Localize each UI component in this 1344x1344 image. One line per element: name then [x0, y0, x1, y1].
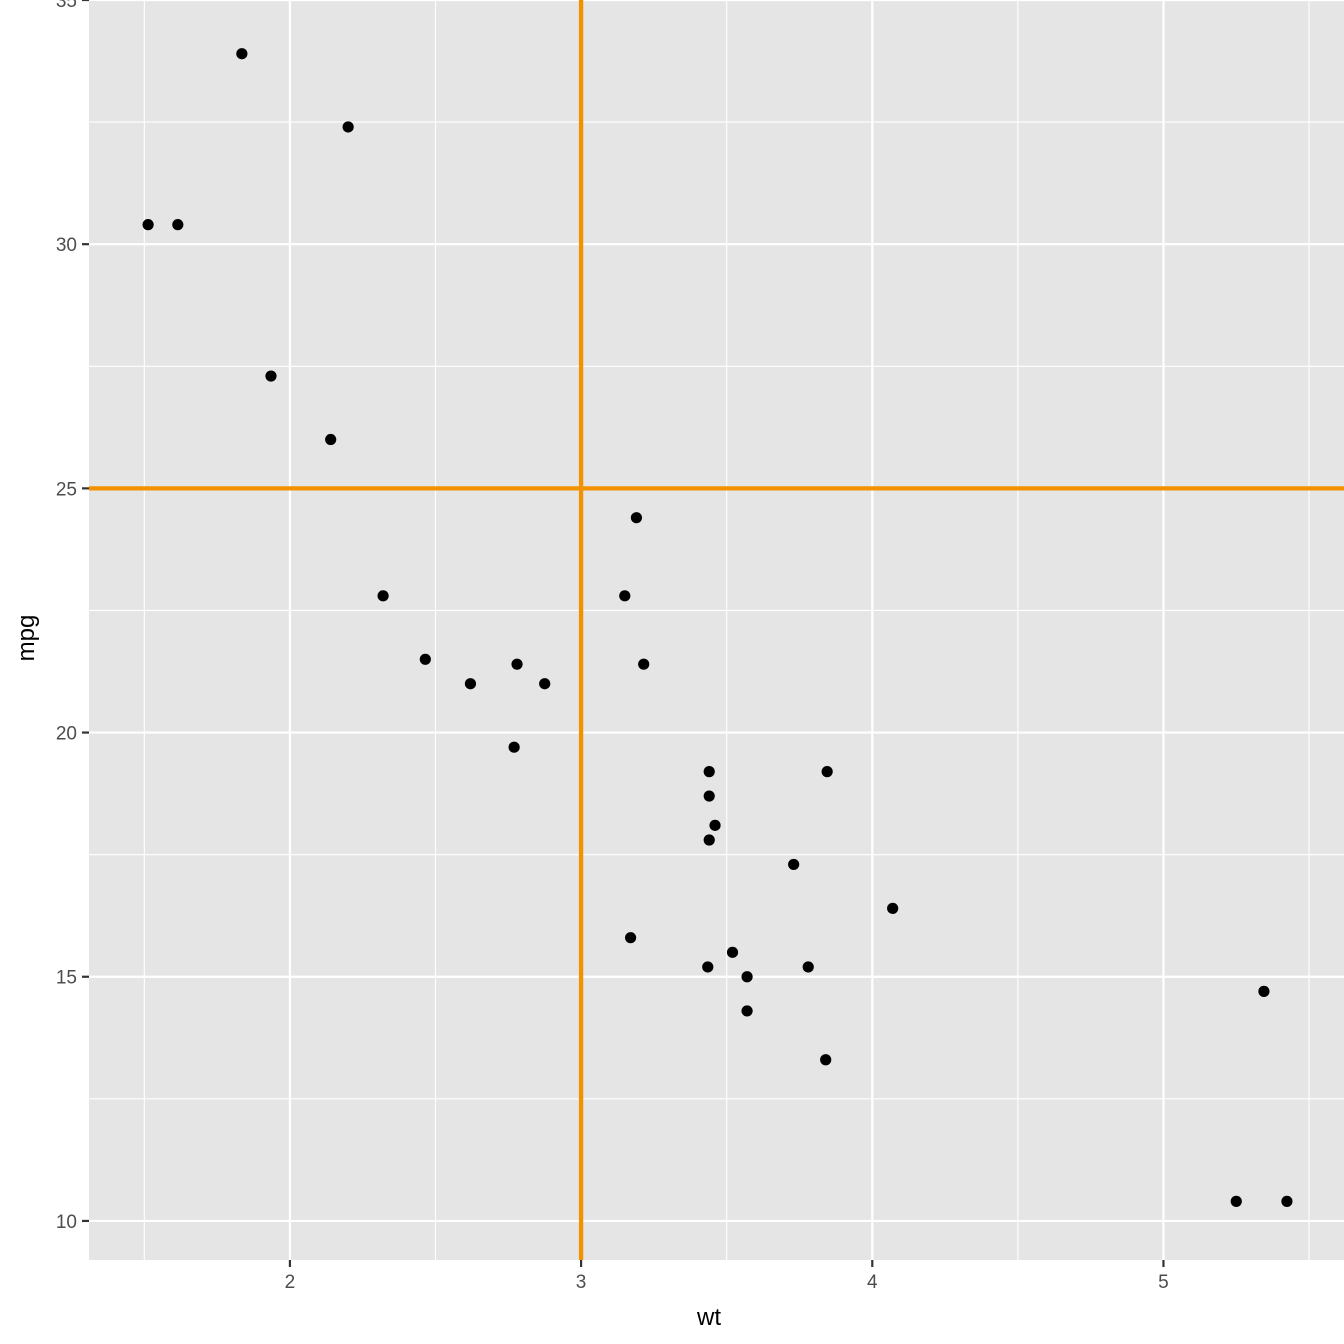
data-points — [142, 48, 1293, 1207]
y-axis: 10 15 20 25 30 35 — [56, 0, 89, 1233]
data-point — [802, 961, 814, 973]
data-point — [142, 219, 154, 231]
data-point — [820, 1054, 832, 1066]
data-point — [703, 790, 715, 802]
data-point — [325, 433, 337, 446]
data-point — [709, 819, 721, 831]
x-tick-label: 3 — [576, 1272, 587, 1293]
y-tick-label: 15 — [56, 968, 77, 989]
y-axis-title: mpg — [13, 615, 40, 662]
data-point — [377, 590, 389, 602]
y-tick-label: 20 — [56, 724, 77, 745]
data-point — [619, 590, 631, 602]
y-tick-label: 30 — [56, 235, 77, 256]
data-point — [539, 678, 551, 690]
data-point — [821, 766, 833, 778]
x-tick-label: 4 — [867, 1272, 878, 1293]
data-point — [342, 121, 354, 133]
minor-grid — [89, 0, 1344, 1260]
data-point — [236, 48, 248, 60]
x-tick-label: 2 — [285, 1272, 296, 1293]
data-point — [464, 678, 477, 690]
data-point — [703, 766, 715, 778]
data-point — [511, 658, 523, 670]
reference-lines — [89, 0, 1344, 1260]
data-point — [638, 658, 650, 670]
y-tick-label: 10 — [56, 1212, 77, 1233]
y-tick-label: 25 — [56, 479, 77, 500]
data-point — [702, 961, 714, 973]
x-tick-label: 5 — [1158, 1272, 1169, 1293]
data-point — [887, 902, 899, 914]
data-point — [703, 834, 715, 846]
x-axis: 2 3 4 5 — [285, 1260, 1169, 1293]
data-point — [172, 219, 184, 231]
data-point — [1230, 1195, 1242, 1207]
data-point — [741, 971, 753, 983]
data-point — [726, 946, 739, 958]
data-point — [1281, 1195, 1293, 1207]
data-point — [741, 1005, 753, 1017]
data-point — [508, 741, 520, 753]
data-point — [1258, 985, 1270, 997]
data-point — [265, 370, 277, 382]
x-axis-title: wt — [696, 1304, 721, 1331]
data-point — [630, 512, 643, 524]
data-point — [788, 858, 800, 871]
y-tick-label: 35 — [56, 0, 77, 12]
data-point — [625, 932, 637, 944]
data-point — [419, 653, 431, 665]
plot-panel — [89, 0, 1344, 1260]
